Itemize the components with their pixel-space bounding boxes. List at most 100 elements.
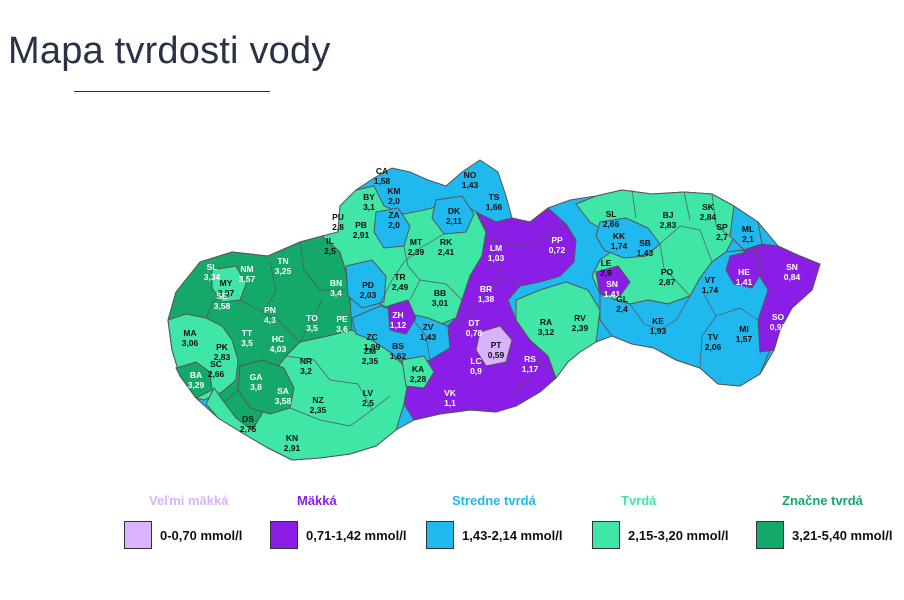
district-code-pb: PB [355, 220, 367, 230]
legend-heading-hard: Tvrdá [621, 493, 657, 508]
district-value-sp: 2,7 [716, 232, 728, 242]
district-code-sb: SB [639, 238, 651, 248]
district-value-br: 1,38 [478, 294, 495, 304]
district-borders [205, 189, 759, 427]
district-code-ke: KE [652, 316, 664, 326]
legend-range-soft: 0,71-1,42 mmol/l [306, 527, 407, 543]
district-value-tn: 3,25 [275, 266, 292, 276]
district-value-sn: 1,41 [604, 289, 621, 299]
district-value-ml: 2,1 [742, 234, 754, 244]
district-code-ka: KA [412, 364, 424, 374]
district-value-to: 3,5 [306, 323, 318, 333]
district-code-he: HE [738, 267, 750, 277]
region-medium-pd [345, 259, 387, 309]
district-value-zm: 2,35 [362, 356, 379, 366]
district-code-ds: DS [242, 414, 254, 424]
district-value-bj: 2,83 [660, 220, 677, 230]
district-code-gl: GL [616, 294, 628, 304]
legend-heading-medium: Stredne tvrdá [452, 493, 536, 508]
district-value-sn: 0,84 [784, 272, 801, 282]
district-code-to: TO [306, 313, 318, 323]
legend-swatch-medium [426, 521, 454, 549]
district-code-br: BR [480, 284, 492, 294]
district-code-tv: TV [708, 332, 719, 342]
district-code-pn: PN [264, 305, 276, 315]
legend-item-medium: 1,43-2,14 mmol/l [426, 521, 562, 549]
district-value-pu: 2,8 [332, 222, 344, 232]
district-code-ml: ML [742, 224, 754, 234]
region-soft-central [403, 207, 577, 421]
district-value-rv: 2,39 [572, 323, 589, 333]
district-value-rk: 2,41 [438, 247, 455, 257]
district-value-ke: 1,93 [650, 326, 667, 336]
district-value-no: 1,43 [462, 180, 479, 190]
district-value-vk: 1,1 [444, 398, 456, 408]
district-value-lm: 1,03 [488, 253, 505, 263]
district-value-pe: 3,6 [336, 324, 348, 334]
legend-range-hard: 2,15-3,20 mmol/l [628, 527, 729, 543]
district-code-sp: SP [716, 222, 728, 232]
district-code-by: BY [363, 192, 375, 202]
district-value-bs: 1,62 [390, 351, 407, 361]
legend-heading-soft: Mäkká [297, 493, 337, 508]
district-code-pt: PT [491, 340, 503, 350]
district-value-ra: 3,12 [538, 327, 555, 337]
district-value-hc: 4,03 [270, 344, 287, 354]
legend-range-medium: 1,43-2,14 mmol/l [462, 527, 563, 543]
district-value-sa: 3,58 [275, 396, 292, 406]
district-code-vt: VT [705, 275, 717, 285]
district-code-ba: BA [190, 370, 202, 380]
legend-swatch-very-soft [124, 521, 152, 549]
region-soft-he [725, 249, 763, 289]
district-code-mi: MI [739, 324, 748, 334]
district-code-ma: MA [183, 328, 196, 338]
district-code-sk: SK [702, 202, 715, 212]
legend-swatch-hard [592, 521, 620, 549]
district-value-pd: 2,03 [360, 290, 377, 300]
legend-item-very-hard: 3,21-5,40 mmol/l [756, 521, 892, 549]
district-value-ts: 1,66 [486, 202, 503, 212]
legend-item-very-soft: 0-0,70 mmol/l [124, 521, 242, 549]
district-value-ka: 2,28 [410, 374, 427, 384]
district-code-pp: PP [551, 235, 563, 245]
district-value-sl: 2,66 [603, 219, 620, 229]
district-value-rs: 1,17 [522, 364, 539, 374]
district-code-zv: ZV [423, 322, 434, 332]
legend-swatch-very-hard [756, 521, 784, 549]
district-code-dk: DK [448, 206, 461, 216]
district-value-ma: 3,06 [182, 338, 199, 348]
legend-range-very-soft: 0-0,70 mmol/l [160, 527, 243, 543]
district-code-se: SE [216, 291, 228, 301]
district-code-kk: KK [613, 231, 626, 241]
district-value-mt: 2,39 [408, 247, 425, 257]
district-code-mt: MT [410, 237, 423, 247]
district-code-sl: SL [207, 262, 218, 272]
district-value-by: 3,1 [363, 202, 375, 212]
district-code-pk: PK [216, 342, 229, 352]
district-code-nr: NR [300, 356, 312, 366]
district-value-kk: 1,74 [611, 241, 628, 251]
district-code-zh: ZH [392, 310, 403, 320]
district-code-hc: HC [272, 334, 284, 344]
district-code-sn: SN [786, 262, 798, 272]
district-value-ds: 2,75 [240, 424, 257, 434]
district-value-il: 2,5 [324, 246, 336, 256]
district-code-ca: CA [376, 166, 388, 176]
district-code-vk: VK [444, 388, 457, 398]
district-code-ga: GA [250, 372, 263, 382]
district-value-km: 2,0 [388, 196, 400, 206]
legend-heading-very-soft: Veľmi mäkká [149, 493, 229, 508]
district-value-sl: 3,34 [204, 272, 221, 282]
district-code-tn: TN [277, 256, 288, 266]
district-value-pp: 0,72 [549, 245, 566, 255]
region-soft-zh [387, 299, 417, 335]
district-value-sk: 2,84 [700, 212, 717, 222]
district-code-sl: SL [606, 209, 617, 219]
district-code-pu: PU [332, 212, 344, 222]
district-code-ts: TS [489, 192, 500, 202]
district-code-pd: PD [362, 280, 374, 290]
district-code-km: KM [387, 186, 400, 196]
district-code-nz: NZ [312, 395, 323, 405]
